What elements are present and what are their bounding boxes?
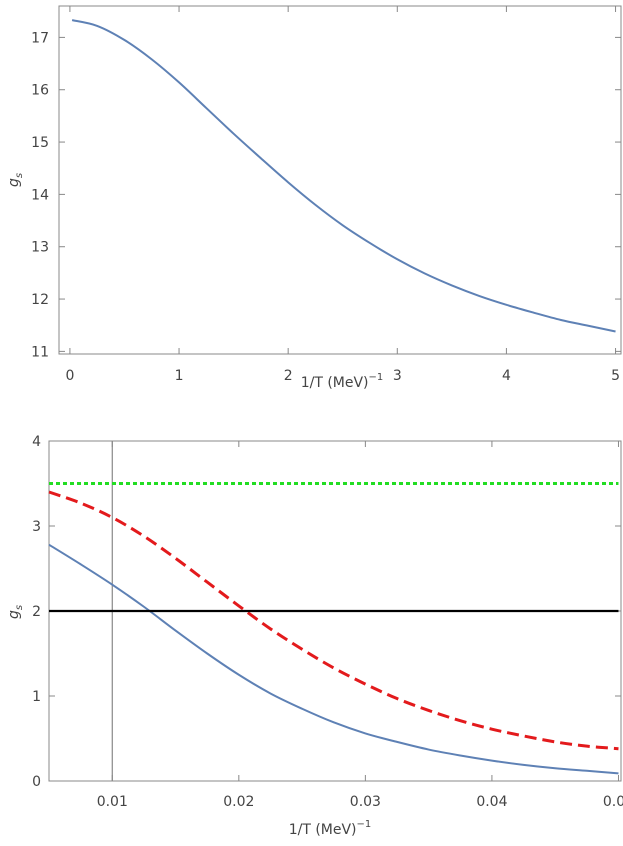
y-tick-label: 0: [32, 774, 41, 790]
y-axis-label-top: gs: [6, 173, 25, 187]
y-ticks-top: 11 12 13 14 15 16 17: [31, 30, 621, 360]
series-line-0: [71, 19, 616, 333]
y-tick-label: 14: [31, 187, 49, 203]
y-tick-label: 3: [32, 519, 41, 535]
x-axis-label-top: 1/T (MeV)−1: [301, 372, 384, 391]
x-tick-label: 0.04: [476, 794, 507, 810]
x-axis-label-bottom: 1/T (MeV)−1: [289, 819, 372, 838]
x-tick-label: 0.05: [603, 794, 623, 810]
x-tick-label: 0.01: [97, 794, 128, 810]
y-tick-label: 1: [32, 689, 41, 705]
x-ticks-top: 0 1 2 3 4 5: [65, 6, 620, 384]
y-tick-label: 13: [31, 240, 49, 256]
y-tick-label: 11: [31, 344, 49, 360]
x-tick-label: 0: [65, 368, 74, 384]
y-tick-label: 4: [32, 434, 41, 450]
plot-frame-top: [58, 5, 622, 355]
y-tick-label: 15: [31, 135, 49, 151]
x-tick-label: 0.03: [350, 794, 381, 810]
x-tick-label: 0.02: [223, 794, 254, 810]
x-tick-label: 4: [502, 368, 511, 384]
x-tick-label: 3: [393, 368, 402, 384]
y-axis-label-bottom: gs: [6, 605, 25, 619]
x-tick-label: 2: [284, 368, 293, 384]
x-tick-label: 5: [611, 368, 620, 384]
series-top: [71, 19, 616, 333]
series-bottom: [48, 441, 619, 781]
series-line-1: [48, 490, 619, 751]
y-tick-label: 12: [31, 292, 49, 308]
y-tick-label: 17: [31, 30, 49, 46]
y-tick-label: 2: [32, 604, 41, 620]
series-line-0: [48, 543, 619, 775]
x-ticks-bottom: 0.01 0.02 0.03 0.04 0.05: [97, 441, 623, 810]
x-tick-label: 1: [175, 368, 184, 384]
y-tick-label: 16: [31, 83, 49, 99]
chart-bottom: 0 1 2 3 4 0.01 0.02 0.03 0.04 0.05 1/T (MeV)−1 g…: [6, 434, 623, 838]
